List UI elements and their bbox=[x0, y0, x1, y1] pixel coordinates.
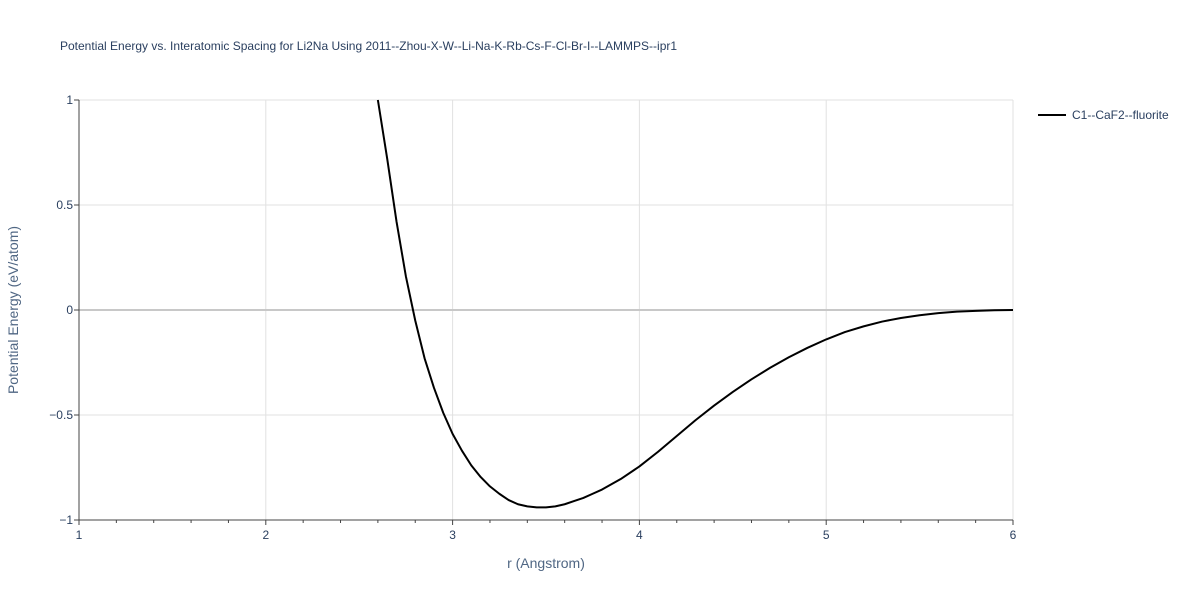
y-axis-label: Potential Energy (eV/atom) bbox=[5, 226, 21, 394]
y-tick-labels: −1 −0.5 0 0.5 1 bbox=[49, 93, 79, 527]
x-tick-label: 2 bbox=[262, 528, 269, 542]
y-tick-label: −1 bbox=[59, 513, 73, 527]
x-tick-label: 6 bbox=[1010, 528, 1017, 542]
x-tick-label: 5 bbox=[823, 528, 830, 542]
chart-title: Potential Energy vs. Interatomic Spacing… bbox=[60, 39, 677, 53]
x-tick-label: 1 bbox=[76, 528, 83, 542]
y-tick-label: 0 bbox=[66, 303, 73, 317]
series-line bbox=[376, 99, 1014, 509]
y-tick-label: 0.5 bbox=[56, 198, 73, 212]
y-tick-label: 1 bbox=[66, 93, 73, 107]
y-gridlines bbox=[79, 99, 1013, 416]
y-tick-label: −0.5 bbox=[49, 408, 73, 422]
x-axis-label: r (Angstrom) bbox=[507, 555, 585, 571]
legend[interactable]: C1--CaF2--fluorite bbox=[1038, 108, 1169, 122]
legend-label: C1--CaF2--fluorite bbox=[1072, 108, 1169, 122]
x-tick-label: 4 bbox=[636, 528, 643, 542]
x-tick-label: 3 bbox=[449, 528, 456, 542]
series-layer bbox=[376, 99, 1014, 509]
x-tick-labels: 1 2 3 4 5 6 bbox=[76, 520, 1017, 542]
